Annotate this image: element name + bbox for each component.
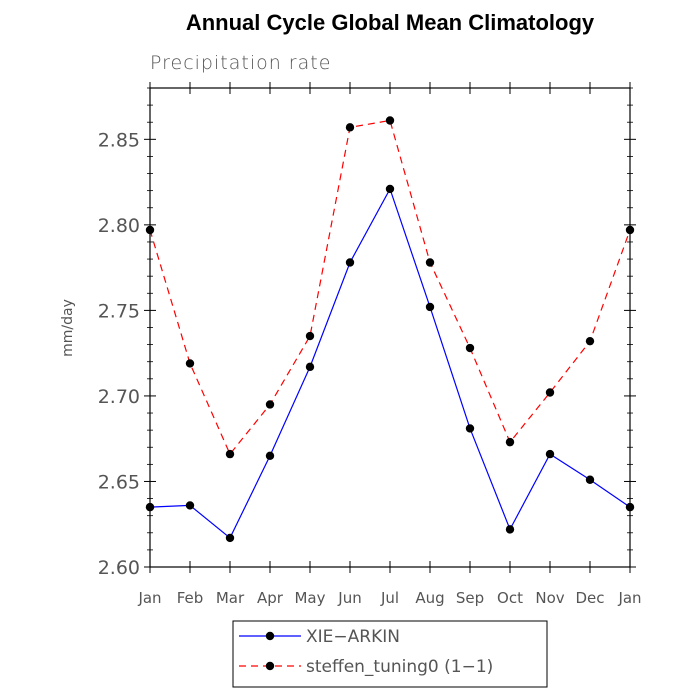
legend-box (232, 620, 548, 688)
series-1-point (505, 437, 515, 447)
series-0-point (545, 449, 555, 459)
series-1-point (545, 388, 555, 397)
x-tick-label: Sep (456, 589, 484, 607)
chart-subtitle: Precipitation rate (150, 52, 331, 74)
y-ticks: 2.60 2.65 2.70 2.75 2.80 2.85 (98, 129, 636, 579)
series-line-0 (149, 187, 631, 539)
y-tick-label: 2.70 (98, 386, 140, 408)
series-1-point (585, 336, 595, 346)
minor-ticks (147, 87, 633, 551)
series-1-point (185, 359, 195, 368)
series-1-point (345, 123, 355, 132)
x-tick-label: Dec (575, 589, 604, 607)
x-ticks: Jan Feb Mar Apr May Jun Jul Aug Sep Oct Nov Dec Jan (137, 82, 642, 607)
legend-marker-steffen (265, 661, 275, 671)
legend: XIE−ARKIN steffen_tuning0 (1−1) (232, 620, 548, 688)
series-0-point (305, 362, 315, 372)
y-tick-label: 2.60 (98, 557, 140, 579)
series-0-point (505, 525, 515, 534)
series-1-point (225, 449, 235, 459)
series-layer (145, 116, 635, 543)
y-axis-label: mm/day (60, 299, 76, 357)
series-0-point (265, 451, 275, 461)
series-1-point (385, 116, 395, 125)
series-1-point (465, 343, 475, 353)
series-1-point (305, 331, 315, 341)
y-tick-label: 2.85 (98, 129, 140, 151)
series-1-point (425, 258, 435, 267)
chart-title: Annual Cycle Global Mean Climatology (186, 10, 595, 35)
x-tick-label: Jan (137, 589, 161, 607)
x-tick-label: Jul (380, 589, 399, 607)
legend-marker-xie-arkin (265, 631, 275, 641)
x-tick-label: Feb (177, 589, 204, 607)
legend-label-steffen: steffen_tuning0 (1−1) (306, 657, 493, 677)
x-tick-label: Oct (497, 589, 523, 607)
legend-label-xie-arkin: XIE−ARKIN (306, 627, 400, 647)
x-tick-label: Jun (337, 589, 361, 607)
series-0-point (185, 501, 195, 510)
series-line-1 (149, 119, 631, 456)
series-1-point (265, 400, 275, 409)
series-0-point (425, 302, 435, 312)
series-0-point (465, 424, 475, 433)
x-tick-label: Aug (415, 589, 444, 607)
series-0-point (385, 184, 395, 194)
x-tick-label: Apr (257, 589, 284, 607)
x-tick-label: Nov (535, 589, 564, 607)
series-0-point (345, 258, 355, 267)
y-tick-label: 2.80 (98, 215, 140, 237)
x-tick-label: Mar (216, 589, 245, 607)
series-0-point (225, 533, 235, 543)
plot-frame (149, 87, 631, 568)
series-0-point (585, 475, 595, 484)
y-tick-label: 2.65 (98, 471, 140, 493)
y-tick-label: 2.75 (98, 300, 140, 322)
x-tick-label: Jan (617, 589, 641, 607)
x-tick-label: May (294, 589, 325, 607)
